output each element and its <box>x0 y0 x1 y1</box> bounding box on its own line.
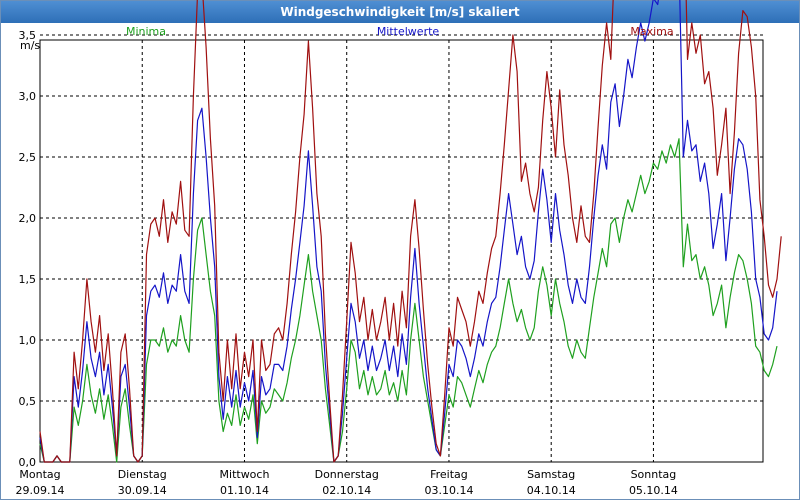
series-line-minima <box>39 138 778 463</box>
x-tick-date: 29.09.14 <box>16 484 65 497</box>
x-tick-day: Dienstag <box>118 468 167 481</box>
x-tick-date: 05.10.14 <box>629 484 678 497</box>
y-axis-label: m/s <box>20 39 40 52</box>
y-tick-label: 1,5 <box>19 273 37 286</box>
plot-area <box>39 39 764 463</box>
x-tick-date: 30.09.14 <box>118 484 167 497</box>
x-tick-day: Freitag <box>430 468 468 481</box>
y-tick-label: 0,5 <box>19 395 37 408</box>
series-line-mittelwerte <box>39 0 778 463</box>
y-tick-label: 3,0 <box>19 90 37 103</box>
x-tick-day: Mittwoch <box>220 468 270 481</box>
y-tick-label: 2,0 <box>19 212 37 225</box>
x-tick-labels: Montag 29.09.14 Dienstag 30.09.14 Mittwoch 01… <box>16 468 678 497</box>
x-tick-date: 02.10.14 <box>322 484 371 497</box>
series-line-maxima <box>39 0 782 463</box>
y-tick-label: 1,0 <box>19 334 37 347</box>
grid-lines <box>40 34 763 462</box>
y-tick-label: 2,5 <box>19 151 37 164</box>
y-tick-label: 3,5 <box>19 29 37 42</box>
x-tick-date: 04.10.14 <box>527 484 576 497</box>
x-tick-day: Samstag <box>527 468 575 481</box>
y-tick-label: 0,0 <box>19 456 37 469</box>
y-tick-labels: 0,00,51,01,52,02,53,03,54,04,55,05,56,0 <box>19 29 37 469</box>
x-tick-day: Sonntag <box>631 468 677 481</box>
series-lines <box>39 0 782 463</box>
x-tick-day: Montag <box>19 468 60 481</box>
chart-title: Windgeschwindigkeit [m/s] skaliert <box>1 1 799 23</box>
x-tick-day: Donnerstag <box>315 468 379 481</box>
legend-minima: Minima <box>126 25 166 38</box>
x-tick-date: 01.10.14 <box>220 484 269 497</box>
x-tick-date: 03.10.14 <box>424 484 473 497</box>
legend-mittelwerte: Mittelwerte <box>377 25 440 38</box>
legend-maxima: Maxima <box>630 25 673 38</box>
